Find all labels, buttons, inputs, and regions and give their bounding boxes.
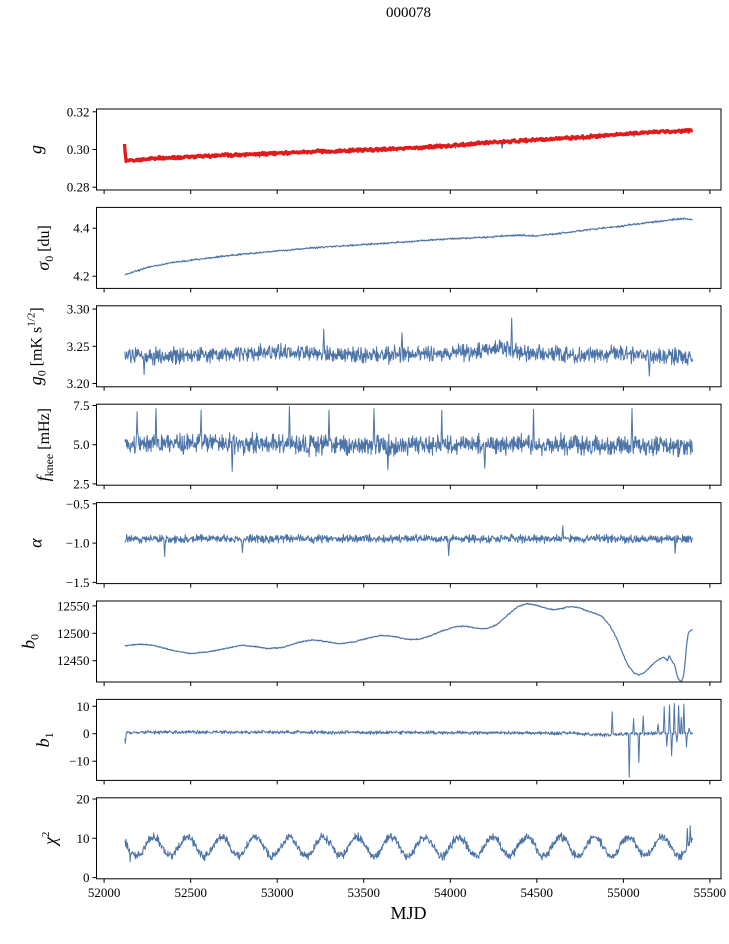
y-tick-label: 0.32 — [67, 104, 90, 119]
y-tick-label: 4.4 — [73, 221, 90, 236]
axes-frame-alpha — [96, 502, 722, 585]
x-tick-label: 53500 — [347, 885, 380, 900]
y-tick-label: 12450 — [57, 653, 90, 668]
series-b0-data — [124, 602, 693, 682]
y-tick-label: 3.30 — [67, 302, 90, 317]
figure-title: 000078 — [386, 5, 431, 21]
y-axis-label-b0: b0 — [19, 634, 42, 649]
x-tick-label: 55000 — [607, 885, 640, 900]
series-g0-data — [124, 317, 694, 377]
x-tick-label: 54000 — [434, 885, 467, 900]
x-axis-label: MJD — [390, 903, 427, 923]
series-alpha-data — [124, 525, 694, 557]
x-tick-label: 55500 — [694, 885, 727, 900]
y-tick-label: −1.0 — [66, 536, 90, 551]
y-tick-label: 10 — [77, 831, 90, 846]
y-tick-label: −10 — [69, 754, 89, 769]
panel-fknee: 2.5 5.0 7.5 fknee [mHz] — [33, 398, 722, 491]
y-tick-label: 0.28 — [67, 180, 90, 195]
y-tick-label: 12550 — [57, 598, 90, 613]
panel-b0: 12450 12500 12550 b0 — [19, 598, 722, 686]
panel-sigma0: 4.2 4.4 σ0 [du] — [33, 206, 722, 293]
y-tick-label: 5.0 — [73, 437, 89, 452]
y-tick-label: 0.30 — [67, 142, 90, 157]
y-tick-label: 2.5 — [73, 476, 89, 491]
y-tick-label: 20 — [77, 792, 90, 807]
series-sigma0-data — [124, 217, 693, 276]
series-chi2-data — [124, 825, 694, 863]
y-tick-label: −1.5 — [66, 575, 90, 590]
y-tick-label: 0 — [83, 726, 90, 741]
panel-b1: −10 0 10 b1 — [33, 698, 722, 785]
axes-frame-b1 — [96, 698, 722, 781]
panel-alpha: −1.5 −1.0 −0.5 α — [26, 496, 722, 590]
x-tick-label: 54500 — [521, 885, 554, 900]
y-tick-label: 3.25 — [67, 339, 90, 354]
y-axis-label-g: g — [26, 145, 46, 154]
y-tick-label: 12500 — [57, 626, 90, 641]
y-tick-label: 10 — [77, 699, 90, 714]
y-tick-label: 7.5 — [73, 398, 89, 413]
series-b1-data — [124, 703, 694, 778]
panel-g: 0.28 0.30 0.32 g — [26, 104, 722, 195]
axes-frame-g0 — [96, 305, 722, 388]
y-axis-label-fknee: fknee [mHz] — [33, 408, 56, 481]
series-g-fit — [122, 127, 694, 164]
panel-chi2: 0 10 20 χ2 52000 52500 53000 53500 54000 54500 550… — [40, 792, 726, 900]
axes-frame-sigma0 — [96, 206, 722, 289]
y-tick-label: 3.20 — [67, 376, 90, 391]
y-axis-label-chi2: χ2 — [40, 832, 60, 847]
x-tick-label: 52500 — [174, 885, 207, 900]
y-tick-label: 0 — [83, 870, 90, 885]
y-axis-label-b1: b1 — [33, 732, 56, 747]
x-tick-label: 52000 — [88, 885, 121, 900]
series-fknee-data — [124, 405, 694, 472]
panel-g0: 3.20 3.25 3.30 g0 [mK s1/2] — [26, 302, 722, 391]
y-axis-label-g0: g0 [mK s1/2] — [26, 307, 49, 385]
y-axis-label-alpha: α — [26, 538, 46, 548]
y-tick-label: 4.2 — [73, 269, 89, 284]
axes-frame-b0 — [96, 600, 722, 683]
y-tick-label: −0.5 — [66, 496, 90, 511]
y-axis-label-sigma0: σ0 [du] — [33, 225, 56, 271]
x-tick-label: 53000 — [261, 885, 294, 900]
